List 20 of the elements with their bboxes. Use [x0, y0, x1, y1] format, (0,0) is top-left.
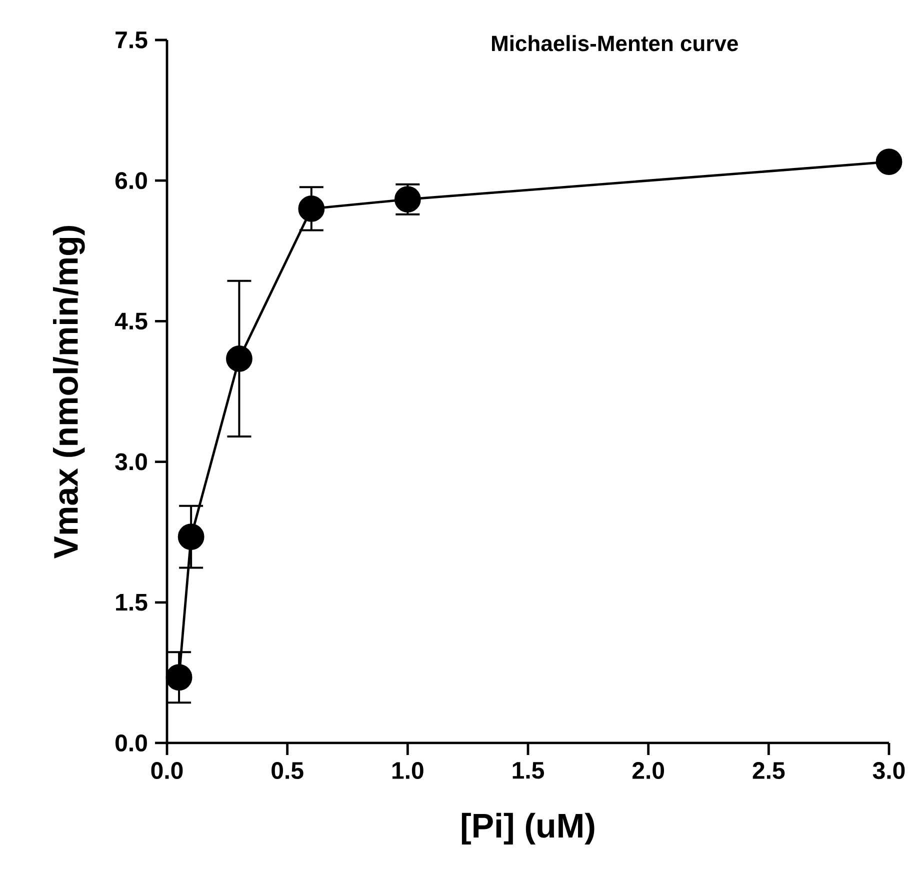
- x-tick-label: 0.5: [272, 762, 304, 780]
- x-tick-label: 2.0: [632, 762, 664, 780]
- x-tick-label: 1.5: [512, 762, 544, 779]
- y-tick-label: 1.5: [116, 594, 148, 611]
- y-axis-title: Vmax (nmol/min/mg): [53, 226, 85, 558]
- y-tick-label: 6.0: [115, 172, 147, 190]
- y-tick-label: 4.5: [114, 312, 148, 330]
- x-tick-label: 1.0: [392, 762, 424, 780]
- point: [166, 664, 192, 691]
- y-tick-label: 0.0: [116, 734, 147, 752]
- chart-title: Michaelis-Menten curve: [492, 35, 738, 52]
- x-tick-label: 0.0: [151, 762, 183, 780]
- x-tick-label: 3.0: [872, 762, 905, 780]
- x-axis-title: [Pi] (uM): [462, 812, 594, 845]
- y-tick-label: 7.5: [116, 32, 148, 48]
- point: [226, 345, 252, 372]
- point: [178, 524, 204, 550]
- x-tick-label: 2.5: [752, 762, 785, 780]
- point: [298, 196, 325, 222]
- y-tick-label: 3.0: [115, 453, 147, 470]
